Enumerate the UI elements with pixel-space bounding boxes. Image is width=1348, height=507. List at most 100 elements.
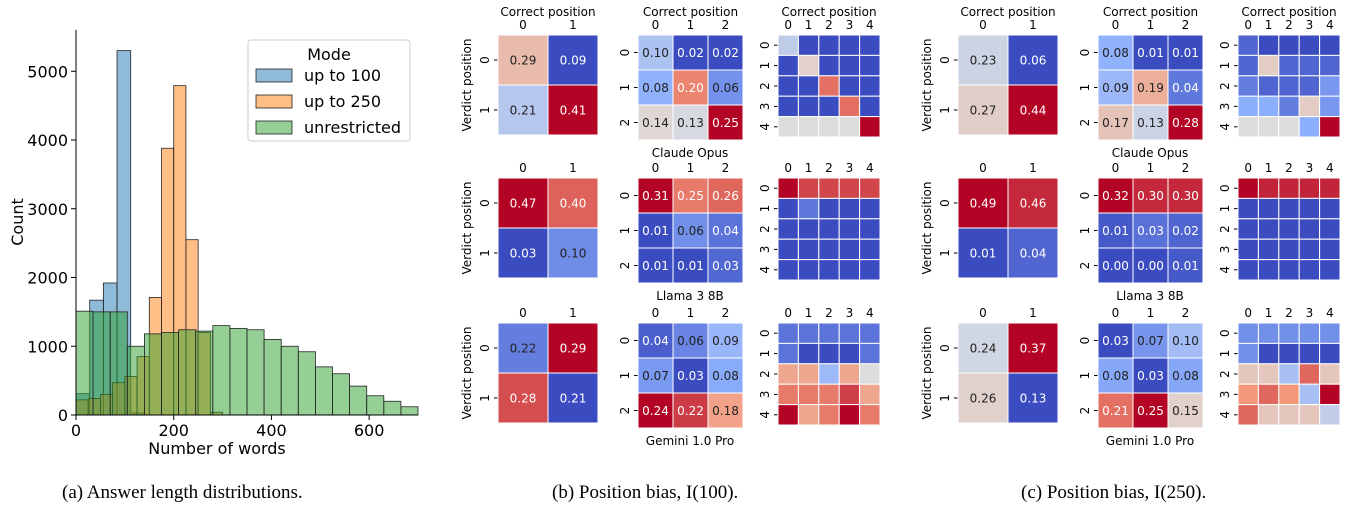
heatmap-cell: [547, 34, 599, 86]
row-tick-label: 1: [758, 62, 772, 70]
row-tick-label: 0: [618, 192, 632, 200]
heatmap-cell: [707, 177, 744, 214]
heatmap-cell: [707, 69, 744, 106]
col-tick-label: 1: [1265, 161, 1273, 175]
heatmap-cell: [637, 177, 674, 214]
heatmap-cell: [838, 238, 861, 261]
col-tick-label: 3: [1306, 306, 1314, 320]
heatmap-cell: [818, 177, 840, 199]
heatmap-cell: [957, 372, 1009, 424]
heatmap-cell: [1132, 104, 1169, 141]
cell-value: 0.10: [1172, 334, 1199, 348]
heatmap-cell: [818, 342, 840, 365]
col-tick-label: 0: [1244, 161, 1252, 175]
heatmap-cell: [1298, 238, 1321, 261]
cell-value: 0.03: [1137, 369, 1164, 383]
heatmap-cell: [1278, 322, 1300, 344]
row-tick-label: 2: [758, 370, 772, 378]
cell-value: 0.01: [1102, 224, 1129, 238]
cell-value: 0.25: [1137, 404, 1164, 418]
heatmap-cell: [497, 322, 549, 374]
heatmap-cell: [838, 218, 861, 240]
legend-label: up to 100: [304, 66, 381, 85]
heatmap-cell: [797, 404, 820, 426]
heatmap-cell: [777, 322, 799, 344]
heatmap-cell: [547, 372, 599, 424]
col-tick-label: 0: [1244, 306, 1252, 320]
heatmap-cell: [1298, 116, 1321, 138]
row-tick-label: 2: [618, 262, 632, 270]
row-tick-label: 1: [618, 84, 632, 92]
row-tick-label: 0: [618, 337, 632, 345]
caption-c: (c) Position bias, I(250).: [1021, 482, 1207, 503]
cell-value: 0.26: [970, 392, 997, 406]
heatmap-cell: [818, 322, 840, 344]
cell-value: 0.08: [1102, 46, 1129, 60]
heatmap-cell: [707, 357, 744, 394]
legend-label: up to 250: [304, 92, 381, 111]
heatmap-cell: [547, 84, 599, 136]
cell-value: 0.24: [970, 342, 997, 356]
heatmap-cell: [1097, 392, 1134, 429]
heatmap-cell: [1097, 322, 1134, 359]
row-tick-label: 0: [938, 344, 952, 352]
col-tick-label: 0: [1112, 18, 1120, 32]
col-tick-label: 0: [519, 18, 527, 32]
heatmap-cell: [1319, 177, 1341, 199]
heatmap-cell: [797, 342, 820, 365]
heatmap-cell: [859, 363, 881, 385]
cell-value: 0.01: [1172, 259, 1199, 273]
heatmap-cell: [1278, 116, 1300, 138]
col-tick-label: 0: [652, 306, 660, 320]
heatmap-cell: [797, 363, 820, 385]
cell-value: 0.02: [1172, 224, 1199, 238]
cell-value: 0.04: [1172, 81, 1199, 95]
heatmap-cell: [547, 227, 599, 279]
heatmap-cell: [1278, 75, 1300, 97]
heatmap-cell: [1257, 197, 1280, 220]
heatmap-cell: [1278, 383, 1300, 406]
y-tick-label: 2000: [27, 269, 68, 288]
cell-value: 0.31: [642, 189, 669, 203]
heatmap-cell: [1319, 259, 1341, 281]
heatmap-cell: [672, 357, 709, 394]
cell-value: 0.01: [642, 224, 669, 238]
row-tick-label: 1: [758, 205, 772, 213]
heatmap-cell: [1319, 383, 1341, 406]
heatmap-cell: [859, 177, 881, 199]
heatmap-cell: [859, 54, 881, 77]
row-tick-label: 1: [1218, 205, 1232, 213]
col-tick-label: 3: [1306, 18, 1314, 32]
heatmap-cell: [1298, 218, 1321, 240]
cell-value: 0.02: [712, 46, 739, 60]
heatmap-cell: [1319, 404, 1341, 426]
col-tick-label: 3: [846, 306, 854, 320]
heatmap-cell: [1167, 104, 1204, 141]
model-name: Claude Opus: [1112, 146, 1188, 160]
heatmap-cell: [707, 104, 744, 141]
row-tick-label: 4: [758, 123, 772, 131]
heatmap-cell: [1298, 95, 1321, 118]
cell-value: 0.02: [677, 46, 704, 60]
col-axis-title: Correct position: [1103, 5, 1198, 19]
heatmap-cell: [1237, 54, 1259, 77]
hist-bar: [109, 311, 128, 416]
cell-value: 0.25: [677, 189, 704, 203]
hist-bar: [297, 351, 316, 416]
col-tick-label: 1: [687, 161, 695, 175]
heatmap-cell: [859, 383, 881, 406]
col-tick-label: 2: [722, 306, 730, 320]
heatmap-cell: [777, 177, 799, 199]
col-tick-label: 2: [825, 161, 833, 175]
heatmap-cell: [1097, 104, 1134, 141]
heatmap-cell: [547, 177, 599, 229]
heatmap-cell: [1097, 177, 1134, 214]
cell-value: 0.29: [510, 54, 537, 68]
heatmap-cell: [838, 34, 861, 56]
cell-value: 0.21: [510, 104, 537, 118]
cell-value: 0.24: [642, 404, 669, 418]
row-tick-label: 2: [758, 82, 772, 90]
cell-value: 0.08: [642, 81, 669, 95]
heatmap-cell: [1257, 54, 1280, 77]
cell-value: 0.03: [1102, 334, 1129, 348]
